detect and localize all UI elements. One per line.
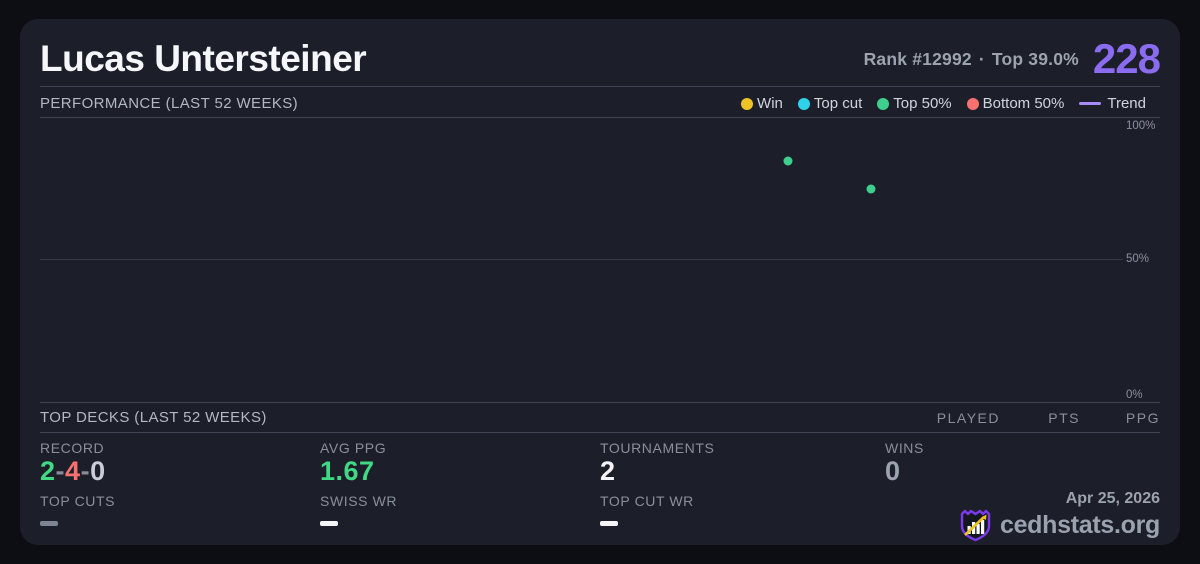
swiss-wr-value (320, 521, 338, 526)
record-separator: - (80, 456, 91, 486)
top-decks-title: TOP DECKS (LAST 52 WEEKS) (40, 409, 267, 426)
performance-title: PERFORMANCE (LAST 52 WEEKS) (40, 95, 299, 112)
performance-header-row: PERFORMANCE (LAST 52 WEEKS) Win Top cut … (40, 90, 1160, 117)
player-stats-card: Lucas Untersteiner Rank #12992 · Top 39.0%… (20, 19, 1180, 545)
wins-label: WINS (885, 440, 924, 456)
top-decks-header-row: TOP DECKS (LAST 52 WEEKS) PLAYED PTS PPG (40, 403, 1160, 432)
rank-text: Rank #12992 (863, 48, 972, 69)
legend-item-trend[interactable]: Trend (1079, 95, 1146, 112)
top-cut-dot-icon (797, 97, 810, 110)
dot-separator: · (978, 48, 985, 69)
tournaments-label: TOURNAMENTS (600, 440, 715, 456)
y-axis-tick-100: 100% (1126, 120, 1156, 132)
cedhstats-shield-logo-icon (960, 509, 991, 542)
chart-top-gridline (40, 117, 1160, 118)
trend-line-icon (1079, 102, 1102, 105)
y-axis-tick-50: 50% (1126, 253, 1150, 265)
legend-item-top-50[interactable]: Top 50% (877, 95, 952, 112)
chart-point-top-50- (866, 184, 876, 194)
record-value: 2-4-0 (40, 456, 106, 487)
chart-legend: Win Top cut Top 50% Bottom 50% Trend (741, 95, 1146, 112)
performance-chart-plot (40, 118, 1120, 402)
chart-point-top-50- (783, 156, 793, 166)
record-draws: 0 (90, 456, 106, 486)
y-axis-tick-0: 0% (1126, 389, 1143, 401)
header-rank-group: Rank #12992 · Top 39.0% 228 (864, 35, 1161, 83)
top-50-dot-icon (877, 97, 890, 110)
legend-item-bottom-50[interactable]: Bottom 50% (966, 95, 1065, 112)
chart-bottom-gridline (40, 402, 1160, 403)
legend-label-top-cut: Top cut (813, 95, 863, 112)
brand-link[interactable]: cedhstats.org (959, 508, 1160, 542)
record-label: RECORD (40, 440, 105, 456)
bottom-50-dot-icon (966, 97, 979, 110)
header-row: Lucas Untersteiner Rank #12992 · Top 39.0%… (40, 31, 1161, 87)
legend-item-win[interactable]: Win (741, 95, 783, 112)
date-label: Apr 25, 2026 (1065, 490, 1160, 507)
top-cut-wr-label: TOP CUT WR (600, 493, 694, 509)
legend-label-bottom-50: Bottom 50% (982, 95, 1065, 112)
top-decks-divider (40, 432, 1160, 433)
top-cuts-value (40, 521, 58, 526)
top-percent-text: Top 39.0% (991, 48, 1079, 69)
avg-ppg-label: AVG PPG (320, 440, 387, 456)
gridline-50-percent (40, 259, 1123, 260)
wins-value: 0 (885, 456, 901, 486)
top-decks-columns: PLAYED PTS PPG (920, 410, 1160, 426)
win-dot-icon (741, 97, 754, 110)
page-title: Lucas Untersteiner (40, 38, 367, 79)
swiss-wr-label: SWISS WR (320, 493, 398, 509)
record-losses: 4 (65, 456, 81, 486)
column-header-ppg: PPG (1125, 409, 1160, 426)
rank-line: Rank #12992 · Top 39.0% (864, 49, 1079, 70)
legend-label-trend: Trend (1107, 95, 1146, 112)
brand-text: cedhstats.org (999, 510, 1160, 539)
legend-label-win: Win (757, 95, 783, 112)
column-header-played: PLAYED (936, 409, 1000, 426)
tournaments-value: 2 (600, 456, 616, 486)
top-cuts-label: TOP CUTS (40, 493, 116, 509)
title-divider (40, 86, 1160, 87)
legend-label-top-50: Top 50% (893, 95, 952, 112)
legend-item-top-cut[interactable]: Top cut (797, 95, 863, 112)
avg-ppg-value: 1.67 (320, 456, 375, 486)
record-wins: 2 (40, 456, 56, 486)
record-separator: - (55, 456, 66, 486)
top-cut-wr-value (600, 521, 618, 526)
column-header-pts: PTS (1048, 409, 1080, 426)
score-value: 228 (1092, 35, 1161, 82)
